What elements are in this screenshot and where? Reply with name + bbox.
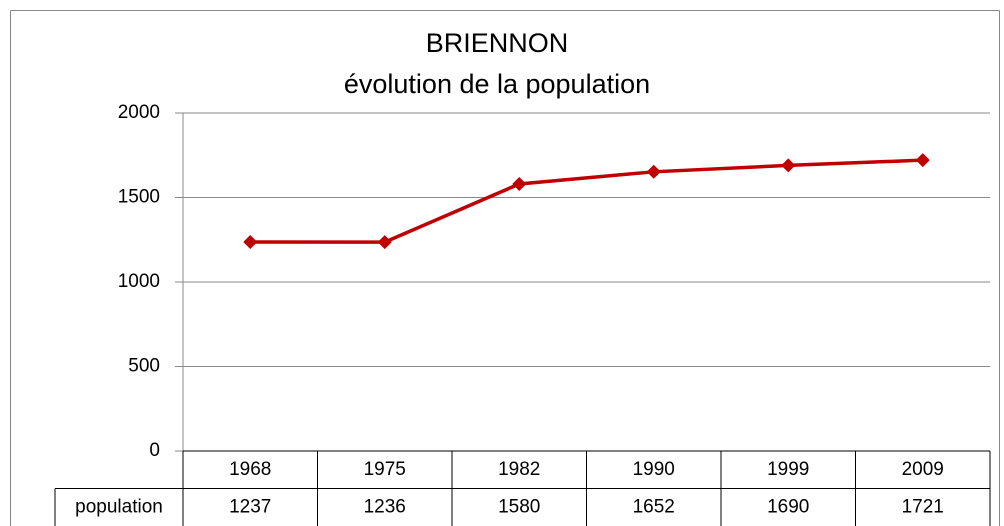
marker [781, 158, 796, 173]
x-tick-label: 1982 [498, 459, 540, 480]
y-tick-label: 1000 [118, 271, 160, 292]
y-tick-label: 0 [149, 440, 160, 461]
marker [512, 176, 527, 191]
table-value: 1721 [902, 496, 944, 517]
legend-label: population [75, 496, 163, 517]
y-tick-label: 1500 [118, 187, 160, 208]
table-value: 1652 [633, 496, 675, 517]
table-value: 1690 [767, 496, 809, 517]
marker [646, 164, 661, 179]
x-tick-label: 1975 [364, 459, 406, 480]
x-tick-label: 1999 [767, 459, 809, 480]
x-tick-label: 1968 [229, 459, 271, 480]
marker [915, 153, 930, 168]
y-tick-label: 2000 [118, 102, 160, 123]
chart-title: BRIENNON [426, 28, 569, 58]
chart-subtitle: évolution de la population [344, 69, 650, 99]
table-value: 1237 [229, 496, 271, 517]
marker [243, 234, 258, 249]
x-tick-label: 1990 [633, 459, 675, 480]
y-tick-label: 500 [128, 356, 160, 377]
table-value: 1236 [364, 496, 406, 517]
x-tick-label: 2009 [902, 459, 944, 480]
table-value: 1580 [498, 496, 540, 517]
line-series [250, 158, 923, 244]
marker [377, 235, 392, 250]
